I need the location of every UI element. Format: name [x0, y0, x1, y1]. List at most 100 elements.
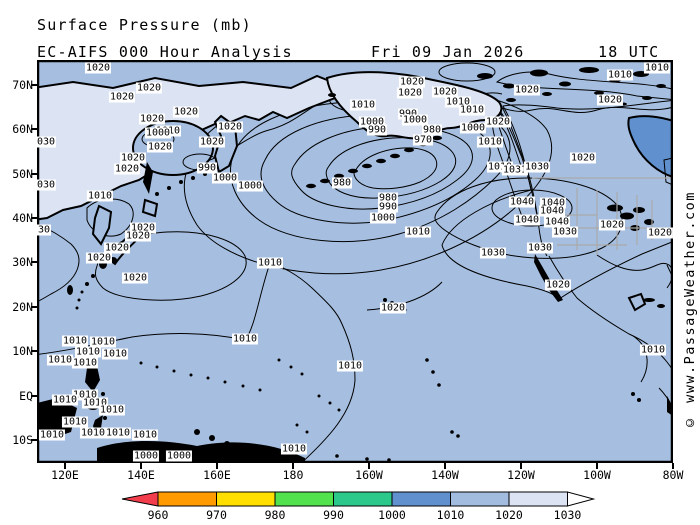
- lon-tick-label: 160W: [355, 468, 383, 482]
- colorbar-tick-label: 960: [148, 508, 169, 522]
- isobar-label-970: 970: [412, 134, 434, 146]
- isobar-label-990: 990: [196, 162, 218, 174]
- isobar-label-1010: 1010: [38, 429, 66, 441]
- isobar-label-1010: 1010: [79, 427, 107, 439]
- lat-tick-label: 50N: [12, 167, 33, 181]
- lon-tick: [520, 463, 522, 469]
- isobar-label-1010: 1010: [74, 346, 102, 358]
- map-frame: [37, 60, 673, 463]
- hudson-bay: [627, 115, 673, 178]
- lon-tick: [64, 463, 66, 469]
- lat-tick: [31, 261, 37, 263]
- isobar-label-1000: 1000: [211, 172, 239, 184]
- isobar-label-980: 980: [377, 192, 399, 204]
- colorbar-tick-label: 1000: [378, 508, 406, 522]
- lat-tick-label: 20N: [12, 300, 33, 314]
- lon-tick-label: 80W: [662, 468, 684, 482]
- isobar-label-1020: 1020: [569, 152, 597, 164]
- isobar-label-980: 980: [421, 124, 443, 136]
- arctic-channel-patch: [438, 62, 496, 82]
- isobar-label-1040: 1040: [539, 197, 567, 209]
- isobar-label-1000: 1000: [132, 450, 160, 462]
- colorbar-tick-label: 970: [206, 508, 227, 522]
- lat-tick: [31, 84, 37, 86]
- isobar-label-1020: 1020: [121, 272, 149, 284]
- isobar-label-1000: 1000: [369, 212, 397, 224]
- lat-tick-label: 40N: [12, 211, 33, 225]
- isobar-label-1010: 1010: [61, 416, 89, 428]
- lon-tick: [672, 463, 674, 469]
- analysis-time: 18 UTC: [598, 43, 660, 61]
- isobar-label-1010: 1010: [51, 394, 79, 406]
- high-1030-cell: [434, 177, 623, 259]
- line-islands: [335, 358, 460, 462]
- lon-tick: [216, 463, 218, 469]
- isobar-label-1010: 1010: [231, 333, 259, 345]
- isobar-label-1010: 1010: [101, 348, 129, 360]
- isobar-label-1020: 1020: [85, 252, 113, 264]
- isobar-label-1020: 1020: [172, 106, 200, 118]
- lat-tick-label: EQ: [19, 389, 33, 403]
- isobar-label-1030: 1030: [526, 242, 554, 254]
- isobar-label-1010: 1010: [98, 404, 126, 416]
- contour-1010-panama: [632, 335, 648, 383]
- isobar-label-030: 030: [35, 136, 57, 148]
- isobar-label-990: 990: [366, 124, 388, 136]
- china-coastline: [37, 223, 80, 303]
- lon-tick-label: 180: [282, 468, 304, 482]
- lat-tick-label: 30N: [12, 255, 33, 269]
- philippine-islet-2: [101, 392, 105, 396]
- isobar-label-1020: 1020: [379, 302, 407, 314]
- isobar-label-1010: 1010: [86, 190, 114, 202]
- colorbar-tick-label: 1010: [437, 508, 465, 522]
- colorbar-segment-1: [216, 491, 276, 507]
- isobar-label-1010: 1010: [444, 96, 472, 108]
- isobar-label-1020: 1020: [216, 121, 244, 133]
- isobar-label-1010: 1010: [256, 257, 284, 269]
- lon-tick: [444, 463, 446, 469]
- taiwan-island: [67, 285, 73, 295]
- isobar-label-1020: 1020: [138, 113, 166, 125]
- isobar-label-1040: 1040: [543, 216, 571, 228]
- lon-tick: [140, 463, 142, 469]
- isobar-label-1000: 1000: [236, 180, 264, 192]
- ryukyu-islands: [75, 274, 95, 310]
- galapagos-islands: [631, 392, 641, 402]
- watermark-copyright: © www.PassageWeather.com: [682, 191, 698, 430]
- isobar-label-030: 030: [35, 179, 57, 191]
- isobar-label-1040: 1040: [513, 214, 541, 226]
- isobar-label-1020: 1020: [544, 279, 572, 291]
- isobar-label-1000: 1000: [459, 122, 487, 134]
- isobar-label-1010: 1010: [61, 335, 89, 347]
- isobar-label-1040: 1040: [508, 196, 536, 208]
- colorbar-arrow-above-1030: [567, 491, 596, 507]
- lat-tick: [31, 439, 37, 441]
- lat-tick-label: 70N: [12, 78, 33, 92]
- micronesia-islands: [123, 356, 341, 434]
- colorbar-segment-2: [274, 491, 334, 507]
- isobar-label-1010: 1010: [486, 161, 514, 173]
- contour-1020-arc: [366, 281, 443, 311]
- isobar-label-1010: 1010: [89, 336, 117, 348]
- caribbean-islands: [643, 298, 665, 308]
- isobar-label-990: 990: [377, 201, 399, 213]
- lon-tick: [292, 463, 294, 469]
- isobar-label-1020: 1020: [124, 230, 152, 242]
- isobar-label-1040: 1040: [538, 205, 566, 217]
- isobar-label-1030: 1030: [523, 161, 551, 173]
- isobar-label-1010: 1010: [639, 344, 667, 356]
- isobar-label-1020: 1020: [84, 62, 112, 74]
- lat-tick: [31, 217, 37, 219]
- pressure-map: [37, 60, 673, 463]
- isobar-label-1020: 1020: [103, 242, 131, 254]
- isobar-label-1020: 1020: [431, 86, 459, 98]
- isobar-label-1020: 1020: [198, 136, 226, 148]
- isobar-label-1000: 1000: [144, 127, 172, 139]
- isobar-label-1020: 1020: [108, 91, 136, 103]
- lon-tick-label: 120W: [507, 468, 535, 482]
- korea-peninsula: [91, 204, 113, 246]
- isobar-label-1010: 1010: [349, 99, 377, 111]
- colorbar-tick-label: 980: [265, 508, 286, 522]
- isobar-label-1030: 1030: [479, 247, 507, 259]
- isobar-label-1000: 1000: [165, 450, 193, 462]
